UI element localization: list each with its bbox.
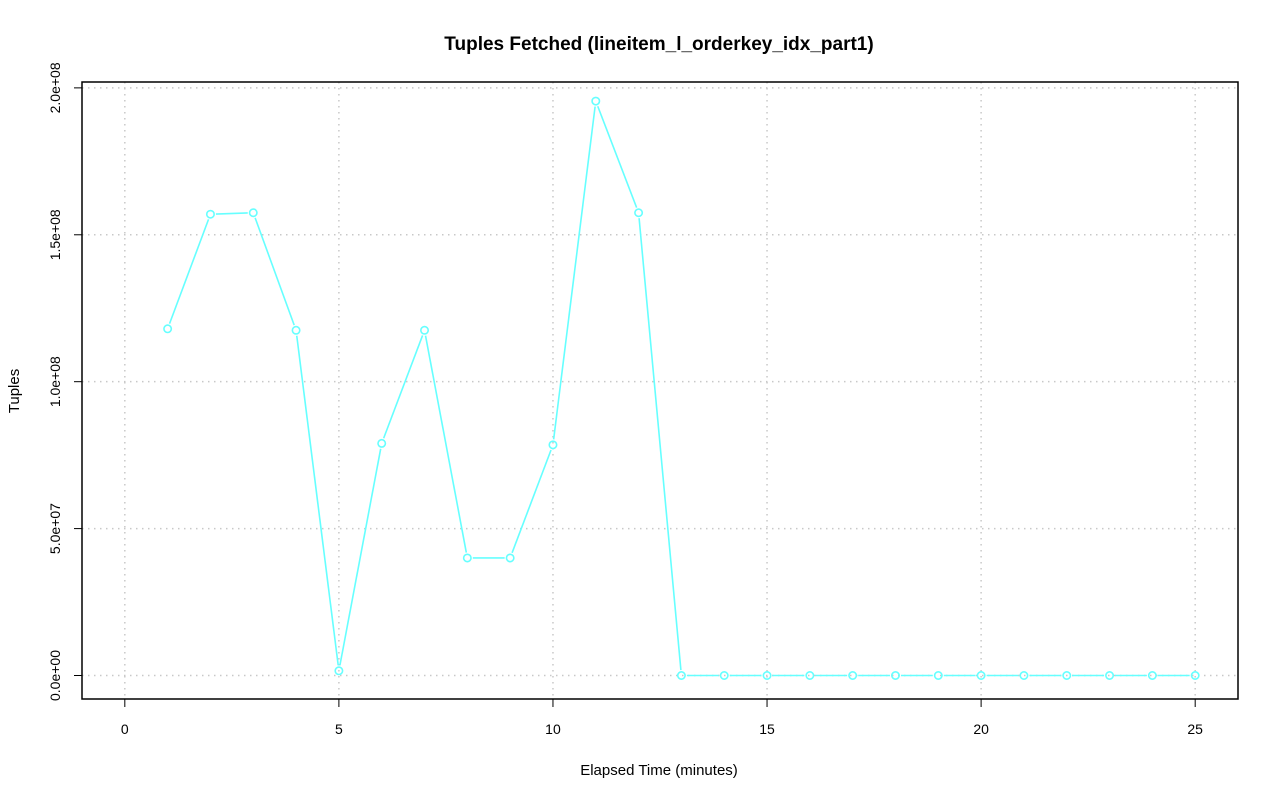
- axes: 0 5 10 15 20 25 0.0e+00 5.0e+07 1.0e+08 1.5e+08 2.…: [47, 62, 1203, 737]
- series-0-segment-2: [254, 217, 295, 326]
- chart-title: Tuples Fetched (lineitem_l_orderkey_idx_…: [444, 34, 873, 55]
- y-tick-label-4: 2.0e+08: [47, 62, 63, 113]
- series-0-segment-1: [215, 212, 248, 215]
- series-0-point-23: [1147, 670, 1157, 680]
- series-0-segment-8: [511, 449, 552, 554]
- x-tick-label-0: 0: [121, 721, 129, 737]
- series-0-point-22: [1105, 670, 1115, 680]
- y-tick-label-0: 0.0e+00: [47, 650, 63, 701]
- series-0-point-2: [248, 208, 258, 218]
- y-tick-label-3: 1.5e+08: [47, 209, 63, 260]
- series-0-point-18: [933, 670, 943, 680]
- series-0-point-1: [205, 209, 215, 219]
- series-0-point-16: [848, 670, 858, 680]
- series-0-segment-0: [168, 219, 210, 324]
- series-0-segment-10: [597, 105, 638, 208]
- series-0-segment-9: [552, 106, 596, 440]
- x-tick-label-4: 20: [973, 721, 989, 737]
- y-tick-label-2: 1.0e+08: [47, 356, 63, 407]
- grid-lines: [82, 82, 1238, 699]
- x-tick-label-3: 15: [759, 721, 775, 737]
- x-axis-label: Elapsed Time (minutes): [580, 762, 738, 779]
- y-tick-label-1: 5.0e+07: [47, 503, 63, 554]
- series-0-segment-6: [424, 335, 468, 553]
- series-0-point-7: [462, 553, 472, 563]
- series-0-point-13: [719, 670, 729, 680]
- plot-frame: [81, 81, 1239, 700]
- series-0-point-5: [377, 438, 387, 448]
- series-0-segment-4: [339, 448, 382, 666]
- series-0-point-10: [591, 96, 601, 106]
- series-0-point-19: [976, 670, 986, 680]
- series-0-segment-5: [382, 335, 424, 439]
- y-axis-label: Tuples: [6, 369, 23, 413]
- series-0-point-17: [890, 670, 900, 680]
- series-0-point-12: [676, 670, 686, 680]
- series-0-point-14: [762, 670, 772, 680]
- series-0-point-15: [805, 670, 815, 680]
- series-0-point-4: [334, 666, 344, 676]
- series-tuples: [163, 96, 1200, 680]
- series-0-point-9: [548, 440, 558, 450]
- series-0-point-11: [634, 208, 644, 218]
- series-0-point-20: [1019, 670, 1029, 680]
- series-0-point-3: [291, 325, 301, 335]
- series-0-point-0: [163, 324, 173, 334]
- x-tick-label-5: 25: [1187, 721, 1203, 737]
- series-0-point-8: [505, 553, 515, 563]
- series-0-point-21: [1062, 670, 1072, 680]
- x-tick-label-1: 5: [335, 721, 343, 737]
- series-0-point-24: [1190, 670, 1200, 680]
- series-0-segment-11: [638, 218, 682, 671]
- series-0-point-6: [420, 325, 430, 335]
- series-0-segment-3: [295, 335, 339, 666]
- x-tick-label-2: 10: [545, 721, 561, 737]
